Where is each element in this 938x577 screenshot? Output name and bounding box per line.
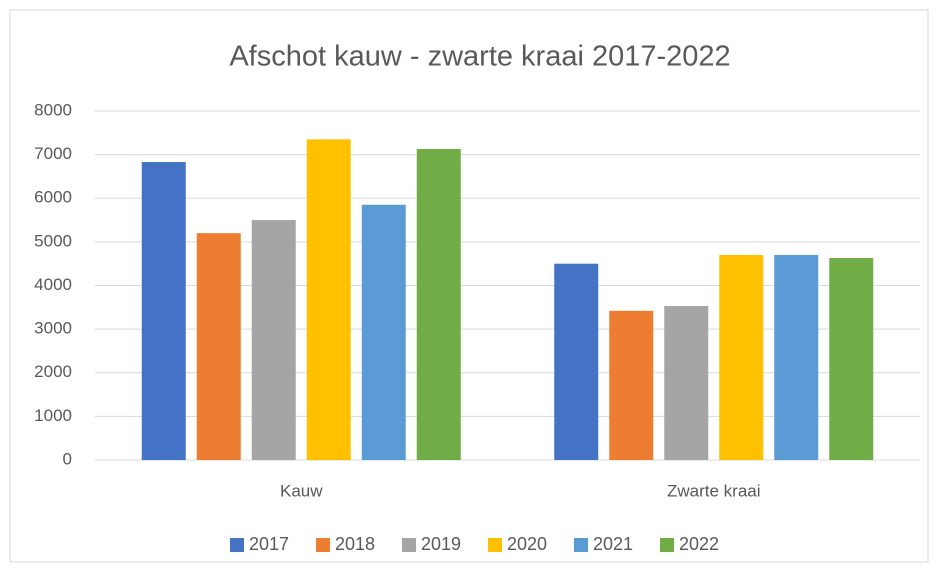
legend-swatch [574,538,588,552]
legend-swatch [402,538,416,552]
legend-label: 2020 [507,534,547,554]
y-tick-label: 5000 [34,231,72,250]
y-tick-label: 2000 [34,362,72,381]
legend-label: 2017 [249,534,289,554]
y-tick-label: 1000 [34,406,72,425]
bar [719,254,764,460]
x-tick-label: Zwarte kraai [667,481,761,500]
bar [416,148,461,461]
chart-title: Afschot kauw - zwarte kraai 2017-2022 [229,41,730,73]
legend-label: 2019 [421,534,461,554]
bar [829,258,874,460]
legend-label: 2021 [593,534,633,554]
legend-label: 2022 [679,534,719,554]
bar [664,306,709,460]
y-tick-label: 7000 [34,144,72,163]
y-tick-label: 8000 [34,100,72,119]
legend-swatch [488,538,502,552]
legend-swatch [230,538,244,552]
legend-label: 2018 [335,534,375,554]
y-tick-label: 6000 [34,188,72,207]
legend-swatch [316,538,330,552]
x-tick-label: Kauw [280,481,323,500]
y-tick-label: 3000 [34,319,72,338]
y-tick-label: 0 [63,449,72,468]
bar [774,254,819,460]
y-tick-label: 4000 [34,275,72,294]
bar [251,220,296,460]
bar [609,310,654,460]
bar [554,263,599,460]
bar [361,204,406,460]
bar [141,162,186,460]
bar [196,233,241,460]
bar [306,139,351,460]
legend-swatch [660,538,674,552]
